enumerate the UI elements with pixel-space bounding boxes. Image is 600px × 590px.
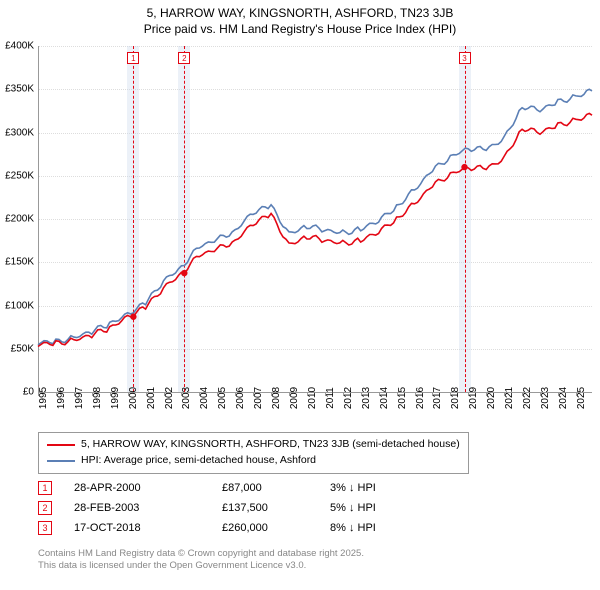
marker-table-row: 2 28-FEB-2003£137,5005% ↓ HPI bbox=[38, 498, 420, 518]
x-tick-label: 1996 bbox=[56, 387, 67, 409]
marker-num: 1 bbox=[38, 481, 52, 495]
x-tick-label: 1997 bbox=[74, 387, 85, 409]
x-tick-label: 2003 bbox=[181, 387, 192, 409]
x-tick-label: 2011 bbox=[325, 387, 336, 409]
x-axis: 1995199619971998199920002001200220032004… bbox=[38, 394, 592, 428]
y-axis: £0£50K£100K£150K£200K£250K£300K£350K£400… bbox=[0, 46, 36, 392]
marker-num: 2 bbox=[38, 501, 52, 515]
x-tick-label: 2010 bbox=[307, 387, 318, 409]
marker-table: 1 28-APR-2000£87,0003% ↓ HPI 2 28-FEB-2003£… bbox=[38, 478, 420, 538]
y-tick-label: £150K bbox=[5, 257, 34, 268]
x-tick-label: 2014 bbox=[379, 387, 390, 409]
x-tick-label: 2008 bbox=[271, 387, 282, 409]
x-tick-label: 2016 bbox=[415, 387, 426, 409]
title-line-2: Price paid vs. HM Land Registry's House … bbox=[0, 22, 600, 38]
x-tick-label: 2006 bbox=[235, 387, 246, 409]
y-tick-label: £400K bbox=[5, 41, 34, 52]
x-tick-label: 1998 bbox=[92, 387, 103, 409]
series-line-hpi bbox=[38, 89, 592, 344]
y-tick-label: £300K bbox=[5, 127, 34, 138]
x-tick-label: 1999 bbox=[110, 387, 121, 409]
marker-num: 3 bbox=[38, 521, 52, 535]
x-tick-label: 2012 bbox=[343, 387, 354, 409]
x-tick-label: 2025 bbox=[576, 387, 587, 409]
x-tick-label: 2018 bbox=[450, 387, 461, 409]
x-tick-label: 2021 bbox=[504, 387, 515, 409]
footer-line-2: This data is licensed under the Open Gov… bbox=[38, 560, 364, 572]
marker-table-row: 3 17-OCT-2018£260,0008% ↓ HPI bbox=[38, 518, 420, 538]
x-tick-label: 2009 bbox=[289, 387, 300, 409]
x-tick-label: 2007 bbox=[253, 387, 264, 409]
x-tick-label: 2020 bbox=[486, 387, 497, 409]
legend: 5, HARROW WAY, KINGSNORTH, ASHFORD, TN23… bbox=[38, 432, 469, 474]
marker-delta: 8% ↓ HPI bbox=[330, 522, 420, 534]
marker-price: £137,500 bbox=[222, 502, 330, 514]
x-tick-label: 2015 bbox=[397, 387, 408, 409]
marker-price: £260,000 bbox=[222, 522, 330, 534]
x-tick-label: 2000 bbox=[128, 387, 139, 409]
y-tick-label: £0 bbox=[23, 387, 34, 398]
sale-point bbox=[130, 314, 136, 320]
x-tick-label: 2004 bbox=[199, 387, 210, 409]
x-tick-label: 2001 bbox=[146, 387, 157, 409]
title-block: 5, HARROW WAY, KINGSNORTH, ASHFORD, TN23… bbox=[0, 0, 600, 37]
x-tick-label: 2017 bbox=[432, 387, 443, 409]
y-tick-label: £50K bbox=[11, 343, 34, 354]
x-tick-label: 2019 bbox=[468, 387, 479, 409]
marker-date: 28-FEB-2003 bbox=[74, 502, 222, 514]
y-tick-label: £250K bbox=[5, 170, 34, 181]
x-tick-label: 2005 bbox=[217, 387, 228, 409]
chart-container: 5, HARROW WAY, KINGSNORTH, ASHFORD, TN23… bbox=[0, 0, 600, 590]
x-tick-label: 2024 bbox=[558, 387, 569, 409]
marker-date: 28-APR-2000 bbox=[74, 482, 222, 494]
y-tick-label: £200K bbox=[5, 214, 34, 225]
y-tick-label: £100K bbox=[5, 300, 34, 311]
title-line-1: 5, HARROW WAY, KINGSNORTH, ASHFORD, TN23… bbox=[0, 6, 600, 22]
sale-point bbox=[181, 270, 187, 276]
footer-line-1: Contains HM Land Registry data © Crown c… bbox=[38, 548, 364, 560]
marker-delta: 5% ↓ HPI bbox=[330, 502, 420, 514]
legend-swatch bbox=[47, 460, 75, 462]
legend-swatch bbox=[47, 444, 75, 446]
marker-table-row: 1 28-APR-2000£87,0003% ↓ HPI bbox=[38, 478, 420, 498]
series-line-property bbox=[38, 113, 592, 346]
marker-price: £87,000 bbox=[222, 482, 330, 494]
sale-point bbox=[461, 164, 467, 170]
x-tick-label: 2022 bbox=[522, 387, 533, 409]
chart-svg bbox=[38, 46, 592, 392]
marker-delta: 3% ↓ HPI bbox=[330, 482, 420, 494]
x-tick-label: 2002 bbox=[164, 387, 175, 409]
x-tick-label: 2013 bbox=[361, 387, 372, 409]
legend-item: 5, HARROW WAY, KINGSNORTH, ASHFORD, TN23… bbox=[47, 437, 460, 453]
x-tick-label: 1995 bbox=[38, 387, 49, 409]
legend-item: HPI: Average price, semi-detached house,… bbox=[47, 453, 460, 469]
legend-label: HPI: Average price, semi-detached house,… bbox=[81, 453, 316, 469]
marker-date: 17-OCT-2018 bbox=[74, 522, 222, 534]
y-tick-label: £350K bbox=[5, 84, 34, 95]
legend-label: 5, HARROW WAY, KINGSNORTH, ASHFORD, TN23… bbox=[81, 437, 460, 453]
chart-plot-area: 123 £0£50K£100K£150K£200K£250K£300K£350K… bbox=[38, 46, 592, 392]
footer: Contains HM Land Registry data © Crown c… bbox=[38, 548, 364, 573]
x-tick-label: 2023 bbox=[540, 387, 551, 409]
